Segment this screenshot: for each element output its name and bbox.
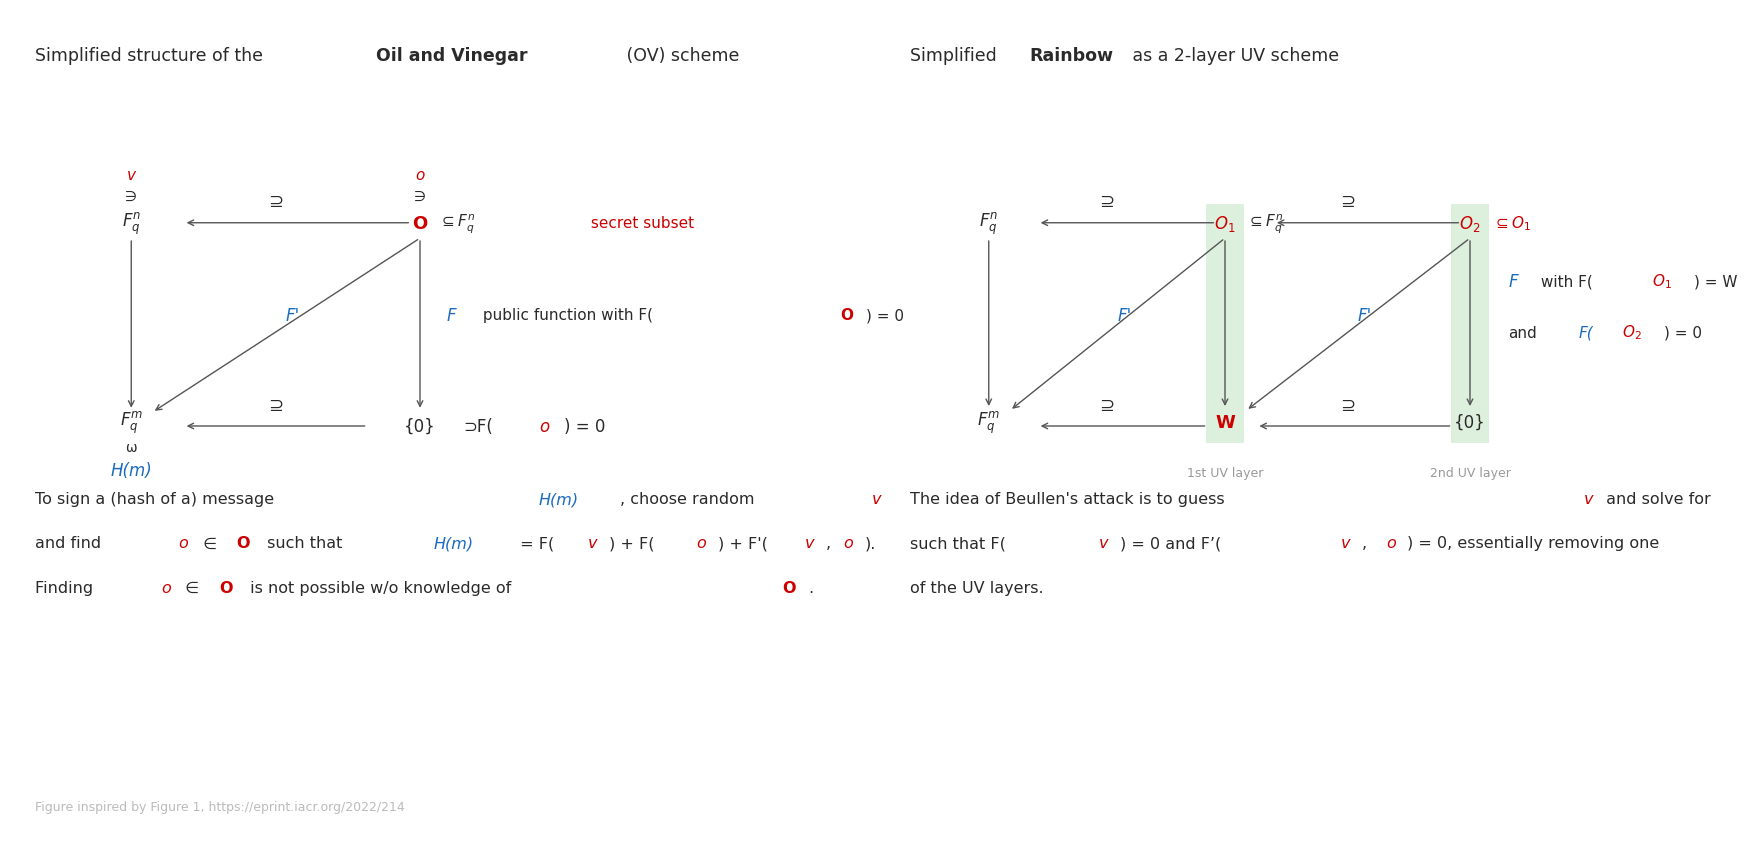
Text: $F_q^n$: $F_q^n$ bbox=[121, 211, 142, 236]
Text: o: o bbox=[161, 580, 172, 595]
Text: ,: , bbox=[826, 536, 836, 551]
Text: ⊇: ⊇ bbox=[1099, 396, 1115, 415]
Text: such that: such that bbox=[262, 536, 348, 551]
Bar bbox=[1206, 205, 1244, 444]
Text: , choose random: , choose random bbox=[620, 491, 760, 507]
Bar bbox=[1451, 205, 1489, 444]
Text: = F(: = F( bbox=[514, 536, 553, 551]
Text: ) + F(: ) + F( bbox=[609, 536, 654, 551]
Text: such that F(: such that F( bbox=[910, 536, 1006, 551]
Text: v: v bbox=[588, 536, 597, 551]
Text: ) + F'(: ) + F'( bbox=[718, 536, 768, 551]
Text: W: W bbox=[1214, 413, 1236, 432]
Text: and solve for: and solve for bbox=[1601, 491, 1717, 507]
Text: Figure inspired by Figure 1, https://eprint.iacr.org/2022/214: Figure inspired by Figure 1, https://epr… bbox=[35, 799, 404, 813]
Text: and: and bbox=[1508, 325, 1536, 340]
Text: ) = W: ) = W bbox=[1694, 274, 1738, 289]
Text: o: o bbox=[178, 536, 189, 551]
Text: F: F bbox=[1508, 272, 1519, 291]
Text: $O_1$: $O_1$ bbox=[1652, 272, 1671, 291]
Text: $O_1$: $O_1$ bbox=[1214, 213, 1236, 234]
Text: Oil and Vinegar: Oil and Vinegar bbox=[376, 46, 528, 65]
Text: v: v bbox=[126, 167, 136, 183]
Text: is not possible w/o knowledge of: is not possible w/o knowledge of bbox=[245, 580, 516, 595]
Text: O: O bbox=[219, 580, 233, 595]
Text: O: O bbox=[782, 580, 796, 595]
Text: H(m): H(m) bbox=[434, 536, 474, 551]
Text: ∋: ∋ bbox=[415, 189, 425, 203]
Text: ,: , bbox=[1362, 536, 1372, 551]
Text: $\subseteq F_q^n$: $\subseteq F_q^n$ bbox=[1242, 212, 1284, 235]
Text: 1st UV layer: 1st UV layer bbox=[1186, 467, 1263, 480]
Text: $O_2$: $O_2$ bbox=[1460, 213, 1480, 234]
Text: o: o bbox=[844, 536, 854, 551]
Text: O: O bbox=[840, 308, 852, 323]
Text: ⊇: ⊇ bbox=[1340, 396, 1354, 415]
Text: F': F' bbox=[1358, 306, 1372, 325]
Text: $F_q^n$: $F_q^n$ bbox=[978, 211, 999, 236]
Text: ∈: ∈ bbox=[180, 580, 205, 595]
Text: v: v bbox=[805, 536, 814, 551]
Text: ) = 0: ) = 0 bbox=[1664, 325, 1703, 340]
Text: ) = 0, essentially removing one: ) = 0, essentially removing one bbox=[1407, 536, 1659, 551]
Text: ∈: ∈ bbox=[198, 536, 222, 551]
Text: public function with F(: public function with F( bbox=[478, 308, 653, 323]
Text: ⊇: ⊇ bbox=[268, 396, 284, 415]
Text: ).: ). bbox=[864, 536, 877, 551]
Text: F': F' bbox=[285, 306, 301, 325]
Text: Simplified structure of the: Simplified structure of the bbox=[35, 46, 268, 65]
Text: of the UV layers.: of the UV layers. bbox=[910, 580, 1043, 595]
Text: with F(: with F( bbox=[1536, 274, 1592, 289]
Text: Finding: Finding bbox=[35, 580, 98, 595]
Text: F(: F( bbox=[1578, 325, 1592, 340]
Text: ) = 0: ) = 0 bbox=[564, 417, 606, 436]
Text: H(m): H(m) bbox=[539, 491, 579, 507]
Text: o: o bbox=[539, 417, 550, 436]
Text: v: v bbox=[1340, 536, 1349, 551]
Text: $F_q^m$: $F_q^m$ bbox=[119, 409, 144, 435]
Text: Simplified: Simplified bbox=[910, 46, 1003, 65]
Text: ⊃F(: ⊃F( bbox=[464, 417, 493, 436]
Text: secret subset: secret subset bbox=[586, 216, 695, 231]
Text: o: o bbox=[696, 536, 707, 551]
Text: ω: ω bbox=[126, 441, 136, 455]
Text: o: o bbox=[415, 167, 425, 183]
Text: .: . bbox=[808, 580, 814, 595]
Text: $\subseteq F_q^n$: $\subseteq F_q^n$ bbox=[434, 212, 476, 235]
Text: ⊇: ⊇ bbox=[1340, 192, 1354, 211]
Text: H(m): H(m) bbox=[110, 461, 152, 480]
Text: $F_q^m$: $F_q^m$ bbox=[977, 409, 1001, 435]
Text: o: o bbox=[1386, 536, 1396, 551]
Text: {0}: {0} bbox=[1454, 413, 1486, 432]
Text: O: O bbox=[236, 536, 250, 551]
Text: ⊇: ⊇ bbox=[1099, 192, 1115, 211]
Text: ⊇: ⊇ bbox=[268, 193, 284, 212]
Text: The idea of Beullen's attack is to guess: The idea of Beullen's attack is to guess bbox=[910, 491, 1230, 507]
Text: v: v bbox=[1099, 536, 1108, 551]
Text: F: F bbox=[446, 306, 455, 325]
Text: 2nd UV layer: 2nd UV layer bbox=[1430, 467, 1510, 480]
Text: Rainbow: Rainbow bbox=[1029, 46, 1113, 65]
Text: and find: and find bbox=[35, 536, 107, 551]
Text: v: v bbox=[1584, 491, 1592, 507]
Text: $O_2$: $O_2$ bbox=[1622, 323, 1641, 342]
Text: ) = 0: ) = 0 bbox=[866, 308, 905, 323]
Text: ∋: ∋ bbox=[126, 189, 136, 203]
Text: To sign a (hash of a) message: To sign a (hash of a) message bbox=[35, 491, 280, 507]
Text: {0}: {0} bbox=[404, 417, 436, 436]
Text: $\subseteq O_1$: $\subseteq O_1$ bbox=[1488, 214, 1531, 233]
Text: F': F' bbox=[1116, 306, 1132, 325]
Text: ) = 0 and F’(: ) = 0 and F’( bbox=[1120, 536, 1222, 551]
Text: v: v bbox=[872, 491, 880, 507]
Text: as a 2-layer UV scheme: as a 2-layer UV scheme bbox=[1127, 46, 1339, 65]
Text: (OV) scheme: (OV) scheme bbox=[621, 46, 740, 65]
Text: O: O bbox=[413, 214, 427, 233]
